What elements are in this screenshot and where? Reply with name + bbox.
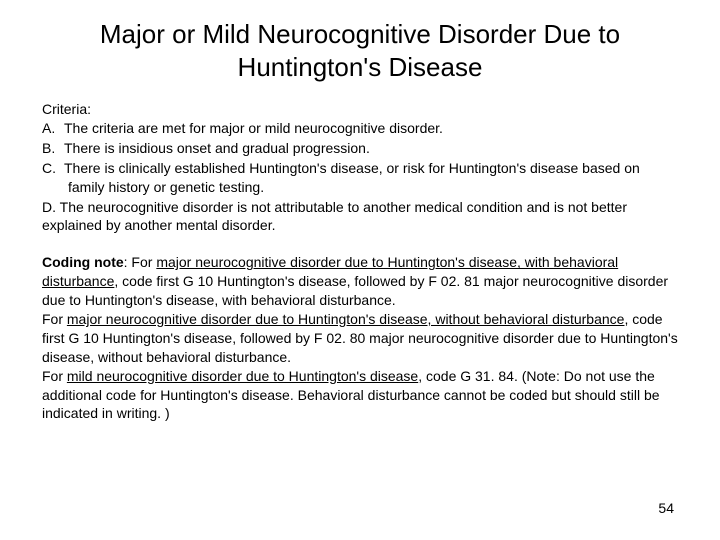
- coding-text: , code first G 10 Huntington's disease, …: [42, 273, 668, 308]
- list-text: There is insidious onset and gradual pro…: [64, 140, 370, 156]
- list-text: The criteria are met for major or mild n…: [64, 120, 443, 136]
- criteria-label: Criteria:: [42, 101, 678, 117]
- coding-note-label: Coding note: [42, 254, 124, 270]
- list-marker: A.: [42, 119, 64, 138]
- coding-text: For: [42, 368, 67, 384]
- list-marker: C.: [42, 159, 64, 178]
- coding-underline: mild neurocognitive disorder due to Hunt…: [67, 368, 418, 384]
- coding-text: : For: [124, 254, 157, 270]
- criteria-list: A.The criteria are met for major or mild…: [42, 119, 678, 197]
- list-item: B.There is insidious onset and gradual p…: [42, 139, 678, 158]
- list-text: There is clinically established Huntingt…: [64, 160, 640, 195]
- coding-note: Coding note: For major neurocognitive di…: [42, 253, 678, 423]
- criteria-item-d: D. The neurocognitive disorder is not at…: [42, 198, 678, 236]
- list-item: A.The criteria are met for major or mild…: [42, 119, 678, 138]
- page-title: Major or Mild Neurocognitive Disorder Du…: [42, 18, 678, 83]
- coding-underline: major neurocognitive disorder due to Hun…: [67, 311, 625, 327]
- list-item: C.There is clinically established Huntin…: [42, 159, 678, 197]
- page-number: 54: [658, 500, 674, 516]
- coding-text: For: [42, 311, 67, 327]
- list-marker: B.: [42, 139, 64, 158]
